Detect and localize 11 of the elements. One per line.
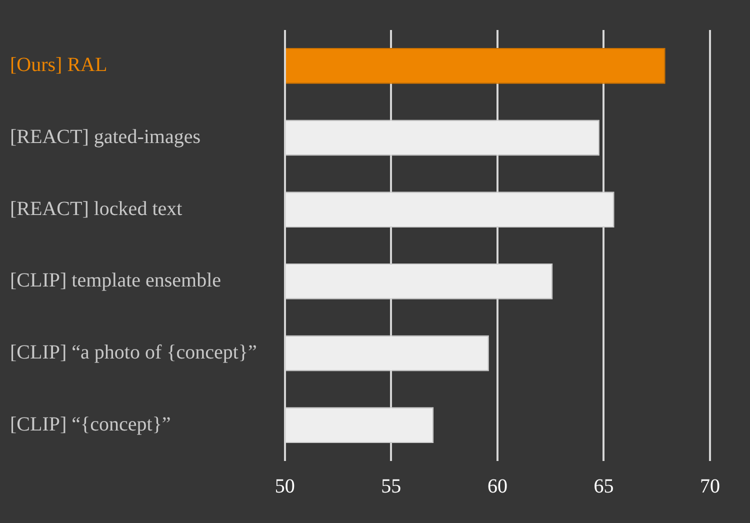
x-tick-label: 65: [594, 475, 614, 498]
y-tick-label: [REACT] locked text: [10, 198, 183, 220]
x-tick-label: 70: [700, 475, 720, 498]
y-tick-label: [CLIP] “a photo of {concept}”: [10, 342, 257, 364]
y-tick-label: [CLIP] “{concept}”: [10, 413, 171, 436]
x-tick-label: 60: [487, 475, 508, 498]
y-tick-label: [CLIP] template ensemble: [10, 270, 222, 292]
y-tick-label: [REACT] gated-images: [10, 126, 201, 148]
y-tick-label: [Ours] RAL: [10, 54, 108, 76]
x-tick-label: 50: [274, 475, 295, 498]
x-tick-label: 55: [381, 475, 402, 498]
